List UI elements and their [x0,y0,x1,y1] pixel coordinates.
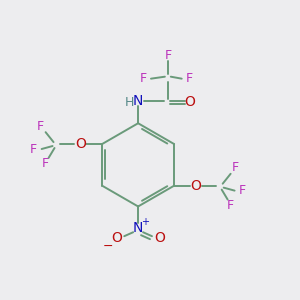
Text: −: − [103,240,114,253]
Text: F: F [227,199,234,212]
Text: F: F [239,184,246,197]
Text: F: F [186,72,193,85]
Text: F: F [37,120,44,133]
Text: H: H [124,96,134,109]
Text: F: F [232,161,239,174]
Text: N: N [133,221,143,235]
Text: O: O [184,95,195,110]
Text: F: F [164,50,171,62]
Text: O: O [75,137,86,151]
Text: +: + [141,217,149,227]
Text: O: O [111,231,122,245]
Text: O: O [190,179,201,193]
Text: F: F [30,142,37,155]
Text: N: N [133,94,143,109]
Text: F: F [42,158,49,170]
Text: O: O [154,231,165,245]
Text: F: F [140,72,147,85]
